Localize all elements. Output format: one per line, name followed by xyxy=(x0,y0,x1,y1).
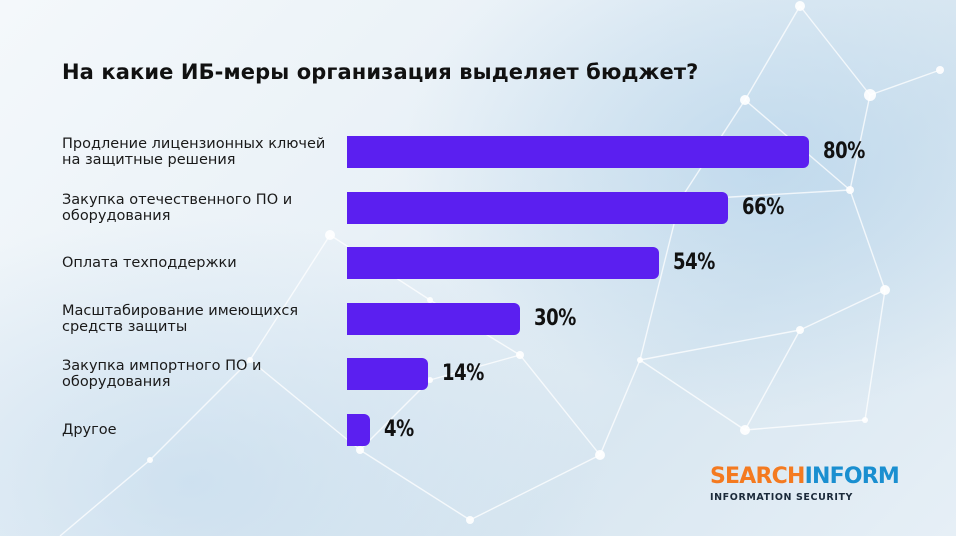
value-label: 30% xyxy=(534,305,577,331)
category-label: Оплата техподдержки xyxy=(62,255,237,271)
category-label: Продление лицензионных ключей на защитны… xyxy=(62,136,326,168)
bar xyxy=(347,358,428,390)
value-label: 66% xyxy=(742,194,785,220)
searchinform-logo: SEARCHINFORM INFORMATION SECURITY xyxy=(710,464,930,512)
value-label: 54% xyxy=(673,250,716,275)
bar xyxy=(347,302,521,335)
bar xyxy=(347,413,371,446)
logo-word-part2: INFORM xyxy=(804,464,900,489)
category-label: Закупка импортного ПО и оборудования xyxy=(62,358,262,390)
value-label: 14% xyxy=(441,361,484,386)
value-label: 4% xyxy=(384,416,414,442)
logo-subtitle: INFORMATION SECURITY xyxy=(710,492,854,503)
bar xyxy=(347,247,660,279)
category-label: Масштабирование имеющихся средств защиты xyxy=(62,302,299,335)
chart-title: На какие ИБ-меры организация выделяет бю… xyxy=(62,60,699,84)
logo-word-part1: SEARCH xyxy=(710,464,805,489)
bar xyxy=(347,136,810,168)
category-label: Закупка отечественного ПО и оборудования xyxy=(62,191,293,224)
bar xyxy=(347,191,729,224)
logo-wordmark: SEARCHINFORM xyxy=(710,464,930,490)
category-label: Другое xyxy=(62,421,117,438)
value-label: 80% xyxy=(823,139,866,164)
